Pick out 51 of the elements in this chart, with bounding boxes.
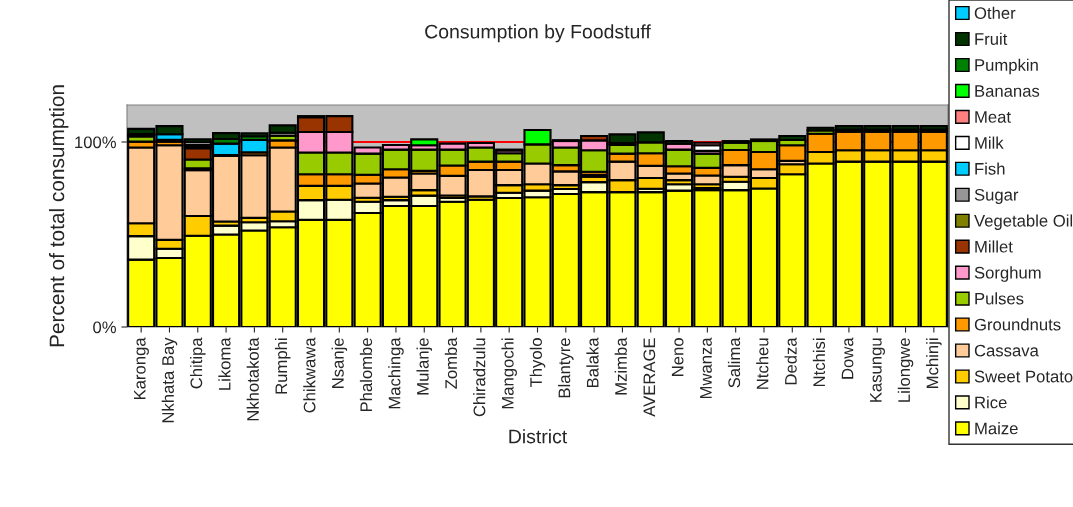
x-tick-label: Lilongwe (897, 338, 914, 402)
y-axis-title: Percent of total consumption (48, 85, 69, 347)
x-tick-label: Phalombe (359, 338, 373, 412)
legend-label: Meat (975, 111, 1011, 123)
x-tick-label: Kasungu (870, 338, 885, 402)
x-tick-label: Chikwawa (303, 337, 316, 413)
legend-label: Maize (975, 422, 1018, 435)
x-tick-label: Ntcheu (756, 338, 769, 389)
x-tick-label: Neno (671, 338, 684, 376)
legend-label: Pumpkin (975, 58, 1038, 75)
x-tick-label: Likoma (218, 337, 231, 390)
legend-label: Milk (975, 136, 1004, 149)
x-tick-label: Dowa (841, 337, 854, 379)
y-tick-label: 0% (93, 321, 116, 334)
x-tick-label: Rumphi (274, 338, 291, 394)
legend-label: Bananas (975, 85, 1040, 97)
x-tick-label: Machinga (388, 337, 404, 409)
x-tick-label: Mzimba (614, 337, 627, 395)
x-tick-label: Mangochi (501, 338, 517, 409)
chart-title: Consumption by Foodstuff (425, 24, 651, 43)
legend-label: Sugar (974, 188, 1019, 204)
x-tick-label: Blantyre (558, 338, 574, 398)
x-tick-label: Nsanje (331, 338, 348, 388)
legend-label: Millet (975, 240, 1013, 253)
legend-label: Cassava (974, 344, 1039, 357)
x-tick-label: Karonga (134, 337, 149, 400)
x-tick-label: Salima (727, 337, 741, 388)
y-tick-label: 100% (75, 136, 116, 149)
x-tick-label: Dedza (784, 337, 797, 385)
x-tick-label: Chitipa (190, 337, 206, 389)
legend-label: Sweet Potato (974, 370, 1073, 383)
legend-label: Other (974, 6, 1016, 19)
x-tick-label: Balaka (586, 337, 599, 388)
x-tick-label: Nkhata Bay (161, 337, 178, 423)
legend-label: Pulses (975, 292, 1024, 305)
legend-label: Vegetable Oil (974, 214, 1073, 230)
x-axis-title: District (509, 429, 568, 444)
legend-label: Fruit (975, 32, 1008, 45)
x-tick-label: Ntchisi (812, 338, 826, 387)
x-tick-label: Nkhotakota (246, 337, 259, 421)
x-tick-label: Mwanza (700, 337, 712, 399)
x-tick-label: Mulanje (416, 338, 433, 395)
legend-label: Rice (975, 396, 1007, 409)
x-tick-label: AVERAGE (643, 338, 656, 417)
x-tick-label: Zomba (444, 337, 458, 389)
x-tick-label: Chiradzulu (473, 338, 486, 417)
legend-label: Fish (975, 162, 1005, 175)
x-tick-label: Mchinji (926, 338, 942, 388)
x-tick-label: Thyolo (529, 338, 546, 388)
legend-label: Sorghum (974, 266, 1041, 282)
legend-label: Groundnuts (974, 318, 1061, 331)
